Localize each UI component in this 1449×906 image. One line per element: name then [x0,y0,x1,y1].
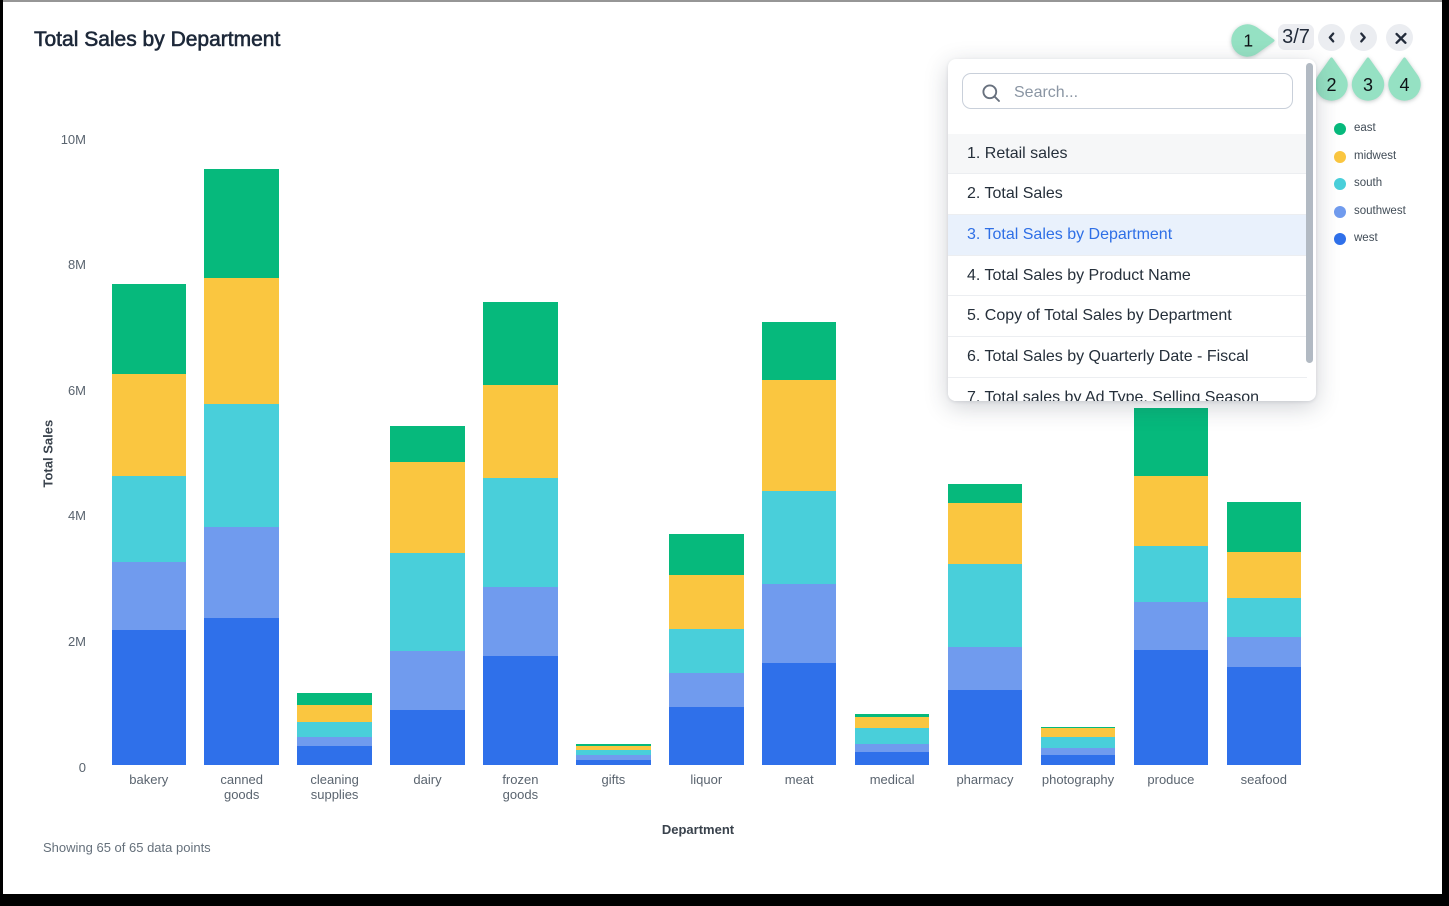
svg-text:4: 4 [1399,75,1409,95]
svg-text:3: 3 [1363,75,1373,95]
svg-text:1: 1 [1243,30,1253,50]
svg-text:2: 2 [1326,75,1336,95]
